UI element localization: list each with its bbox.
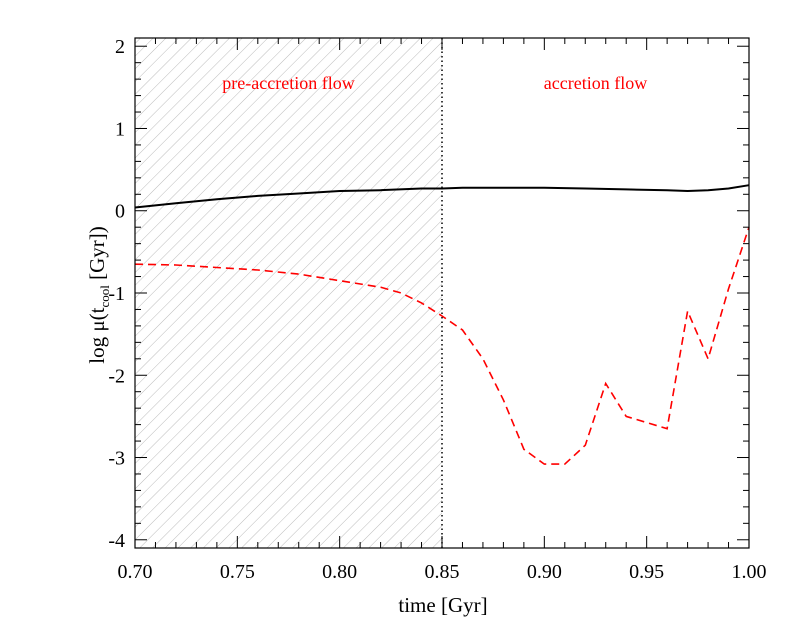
region-labels: pre-accretion flow accretion flow — [222, 73, 647, 93]
y-tick-label: 0 — [115, 201, 125, 223]
y-axis-label: log μ(tcool [Gyr]) — [85, 226, 112, 363]
y-tick-label: -1 — [108, 283, 125, 305]
x-tick-label: 0.75 — [220, 561, 255, 583]
y-tick-label: 1 — [115, 118, 125, 140]
y-tick-label: -3 — [108, 448, 125, 470]
x-axis-label: time [Gyr] — [398, 593, 487, 617]
ticks — [134, 38, 750, 548]
pre-accretion-shaded-region — [135, 38, 442, 548]
x-tick-label: 0.90 — [527, 561, 562, 583]
series-lines — [134, 184, 750, 465]
region-label: pre-accretion flow — [222, 73, 354, 93]
series-line-1 — [134, 184, 750, 209]
y-tick-label: -2 — [108, 365, 125, 387]
tick-labels: 0.70 0.75 0.80 0.85 0.90 0.95 1.00 -4 -3 -2 -1 0 1 2 — [108, 36, 766, 583]
y-tick-label: 2 — [115, 36, 125, 58]
x-tick-label: 0.85 — [425, 561, 460, 583]
x-tick-label: 1.00 — [732, 561, 767, 583]
series-line-2 — [134, 226, 750, 465]
y-axis-label-subscript: cool — [97, 285, 112, 308]
x-tick-label: 0.95 — [629, 561, 664, 583]
region-label: accretion flow — [544, 73, 647, 93]
hatch-rect — [135, 38, 442, 548]
x-tick-label: 0.70 — [118, 561, 153, 583]
y-tick-label: -4 — [108, 530, 125, 552]
y-axis-label-suffix: [Gyr]) — [85, 226, 109, 285]
y-axis-label-prefix: log μ(t — [85, 307, 109, 363]
x-tick-label: 0.80 — [322, 561, 357, 583]
